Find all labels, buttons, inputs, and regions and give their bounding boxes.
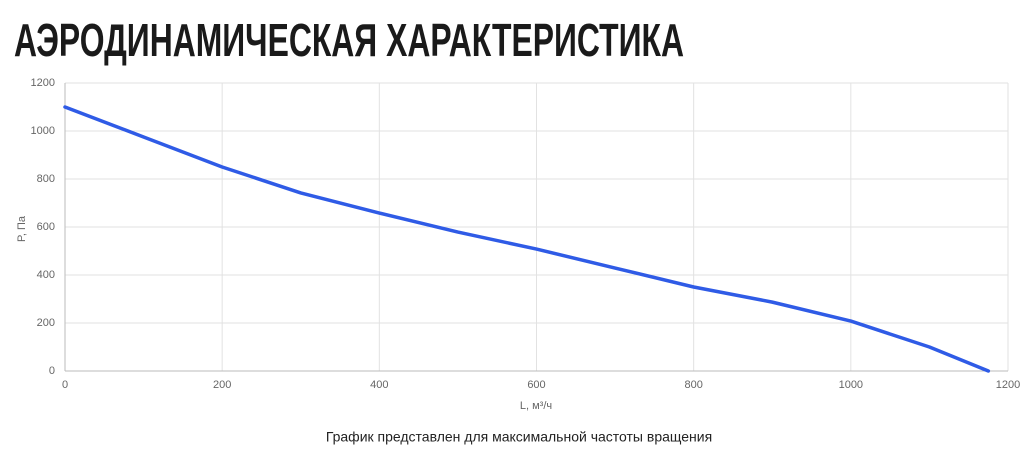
x-tick-label: 600 [527, 379, 545, 391]
y-tick-label: 0 [49, 365, 55, 377]
x-tick-label: 800 [684, 379, 702, 391]
y-tick-label: 800 [37, 173, 55, 185]
chart-note: График представлен для максимальной част… [326, 429, 712, 445]
y-tick-label: 1000 [31, 125, 55, 137]
x-tick-label: 1200 [996, 379, 1020, 391]
x-axis-label: L, м³/ч [520, 400, 552, 412]
y-axis-label: P, Па [16, 215, 28, 242]
page-title: АЭРОДИНАМИЧЕСКАЯ ХАРАКТЕРИСТИКА [14, 14, 684, 66]
y-tick-label: 200 [37, 317, 55, 329]
y-tick-label: 600 [37, 221, 55, 233]
x-tick-label: 0 [62, 379, 68, 391]
x-tick-label: 200 [213, 379, 231, 391]
y-tick-label: 1200 [31, 77, 55, 89]
x-tick-label: 400 [370, 379, 388, 391]
x-tick-label: 1000 [839, 379, 863, 391]
y-tick-label: 400 [37, 269, 55, 281]
data-line [63, 105, 991, 373]
